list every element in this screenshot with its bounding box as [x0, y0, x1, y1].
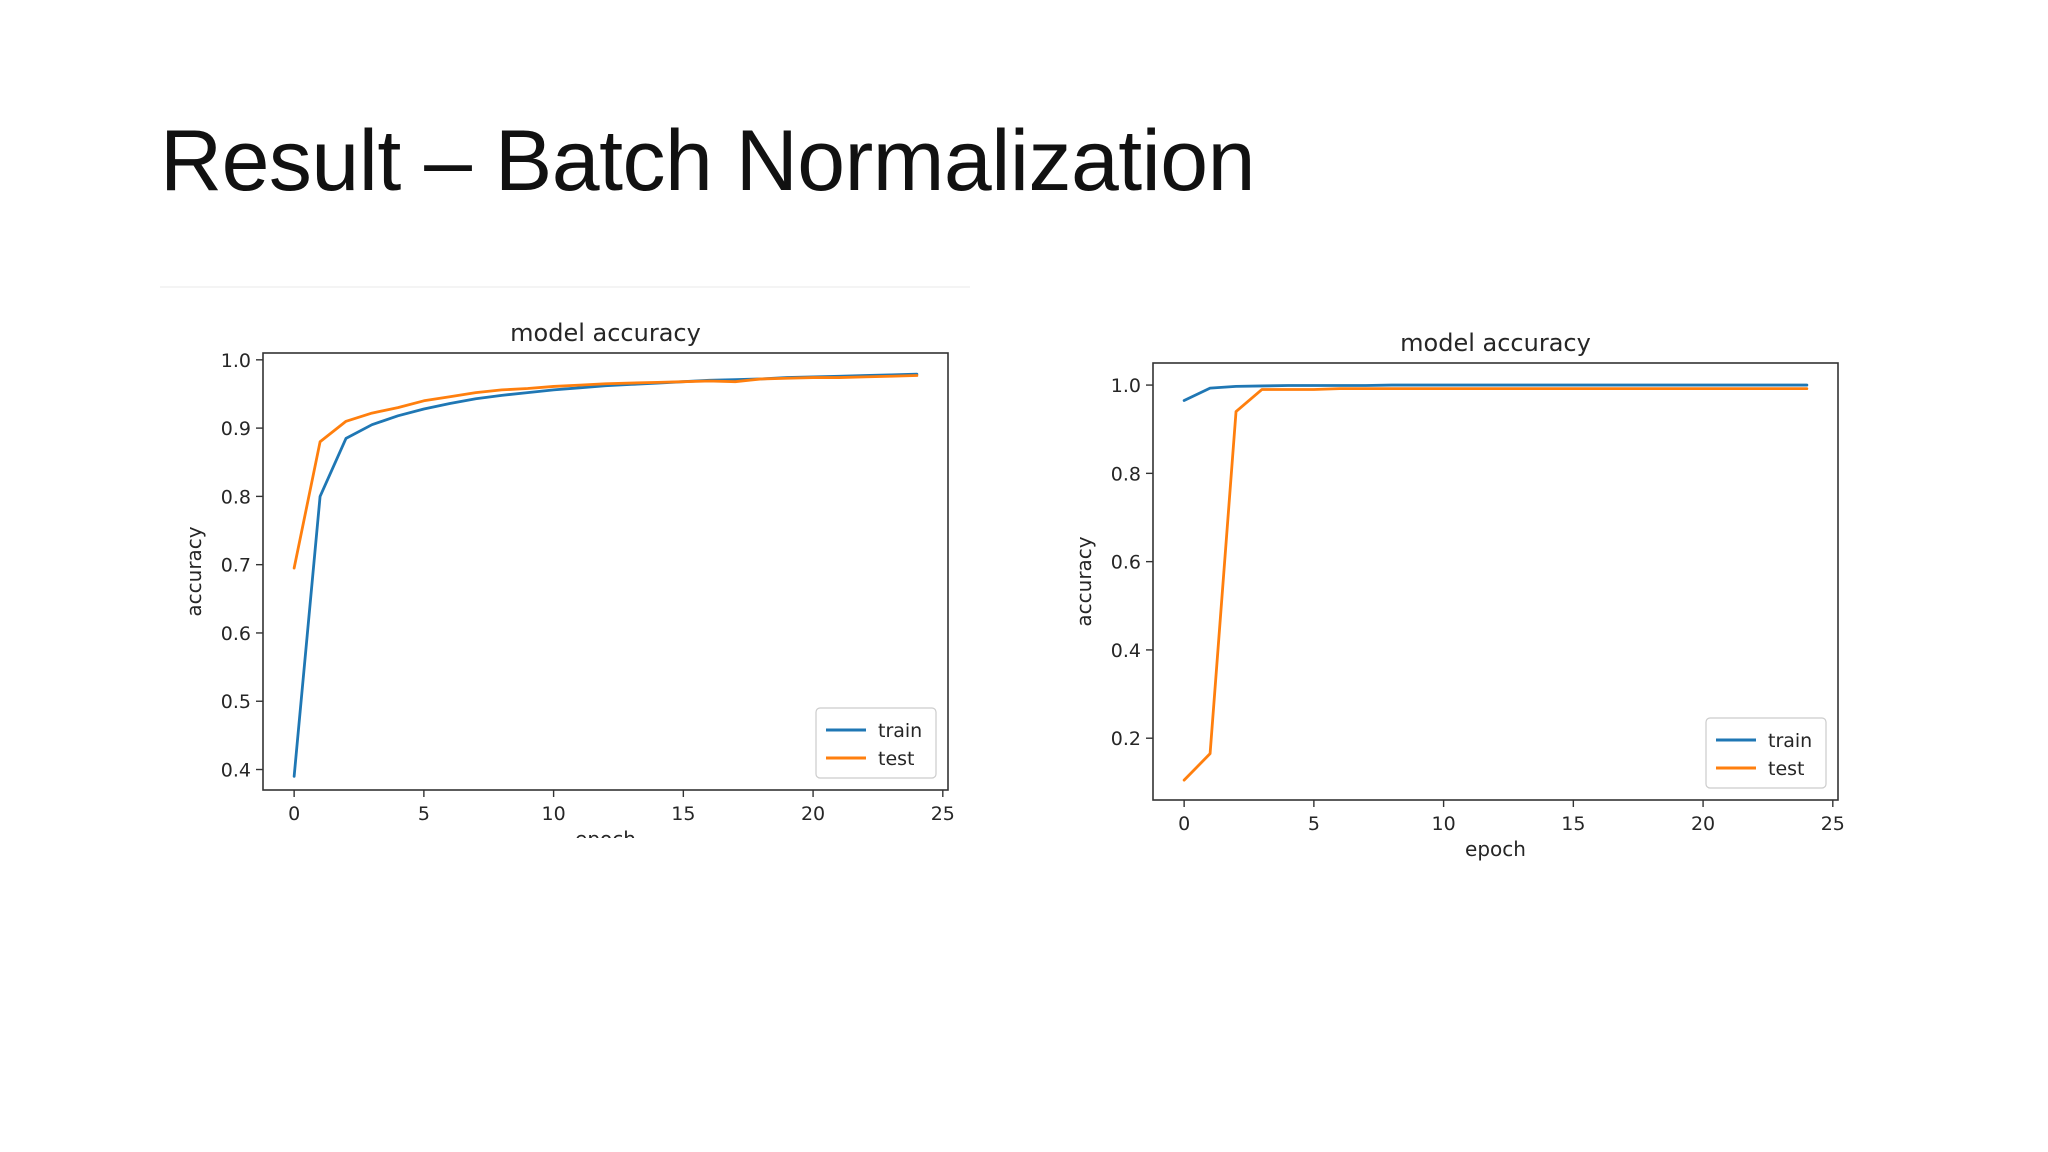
y-tick-label: 0.4 [221, 760, 251, 782]
plot-frame [1152, 362, 1839, 801]
x-tick-label: 20 [1691, 813, 1715, 835]
y-tick-label: 0.6 [221, 623, 251, 645]
x-tick-label: 25 [1821, 813, 1845, 835]
y-tick-label: 1.0 [1111, 375, 1141, 397]
legend-label-test: test [878, 748, 915, 770]
legend-label-train: train [878, 720, 922, 742]
legend-label-train: train [1768, 730, 1812, 752]
divider-line [160, 286, 970, 288]
series-line-train [1182, 383, 1809, 402]
chart-accuracy-left: model accuracy 0 5 10 15 20 25 0.4 0.5 0.6 0.7 0.8 0… [182, 319, 955, 845]
x-tick-label: 10 [542, 803, 566, 825]
chart-title: model accuracy [510, 319, 701, 347]
y-axis-label: accuracy [182, 526, 206, 616]
x-tick-label: 15 [1561, 813, 1585, 835]
x-tick-label: 15 [671, 803, 695, 825]
y-tick-label: 0.6 [1111, 552, 1141, 574]
x-tick-label: 5 [418, 803, 430, 825]
y-tick-label: 0.9 [221, 418, 251, 440]
x-tick-label: 0 [288, 803, 300, 825]
series-line-test [1182, 387, 1809, 782]
y-tick-label: 0.8 [1111, 463, 1141, 485]
x-tick-label: 0 [1178, 813, 1190, 835]
y-tick-label: 0.7 [221, 555, 251, 577]
x-tick-label: 5 [1308, 813, 1320, 835]
x-tick-label: 25 [931, 803, 955, 825]
y-tick-label: 0.4 [1111, 640, 1141, 662]
series-line-test [292, 374, 919, 570]
x-axis-label: epoch [1465, 837, 1526, 861]
plot-frame [262, 352, 949, 791]
chart-accuracy-right: model accuracy 0 5 10 15 20 25 0.2 0.4 0.6 0.8 1.0 e… [1072, 329, 1845, 861]
legend-label-test: test [1768, 758, 1805, 780]
y-tick-label: 0.5 [221, 691, 251, 713]
chart-title: model accuracy [1400, 329, 1591, 357]
x-tick-label: 10 [1432, 813, 1456, 835]
y-tick-label: 0.2 [1111, 728, 1141, 750]
slide-title: Result – Batch Normalization [160, 113, 1255, 209]
y-axis-label: accuracy [1072, 536, 1096, 626]
screenshot-crop-edge [170, 838, 970, 868]
y-tick-label: 1.0 [221, 350, 251, 372]
x-tick-label: 20 [801, 803, 825, 825]
legend-box [1705, 717, 1827, 789]
legend-box [815, 707, 937, 779]
y-tick-label: 0.8 [221, 486, 251, 508]
